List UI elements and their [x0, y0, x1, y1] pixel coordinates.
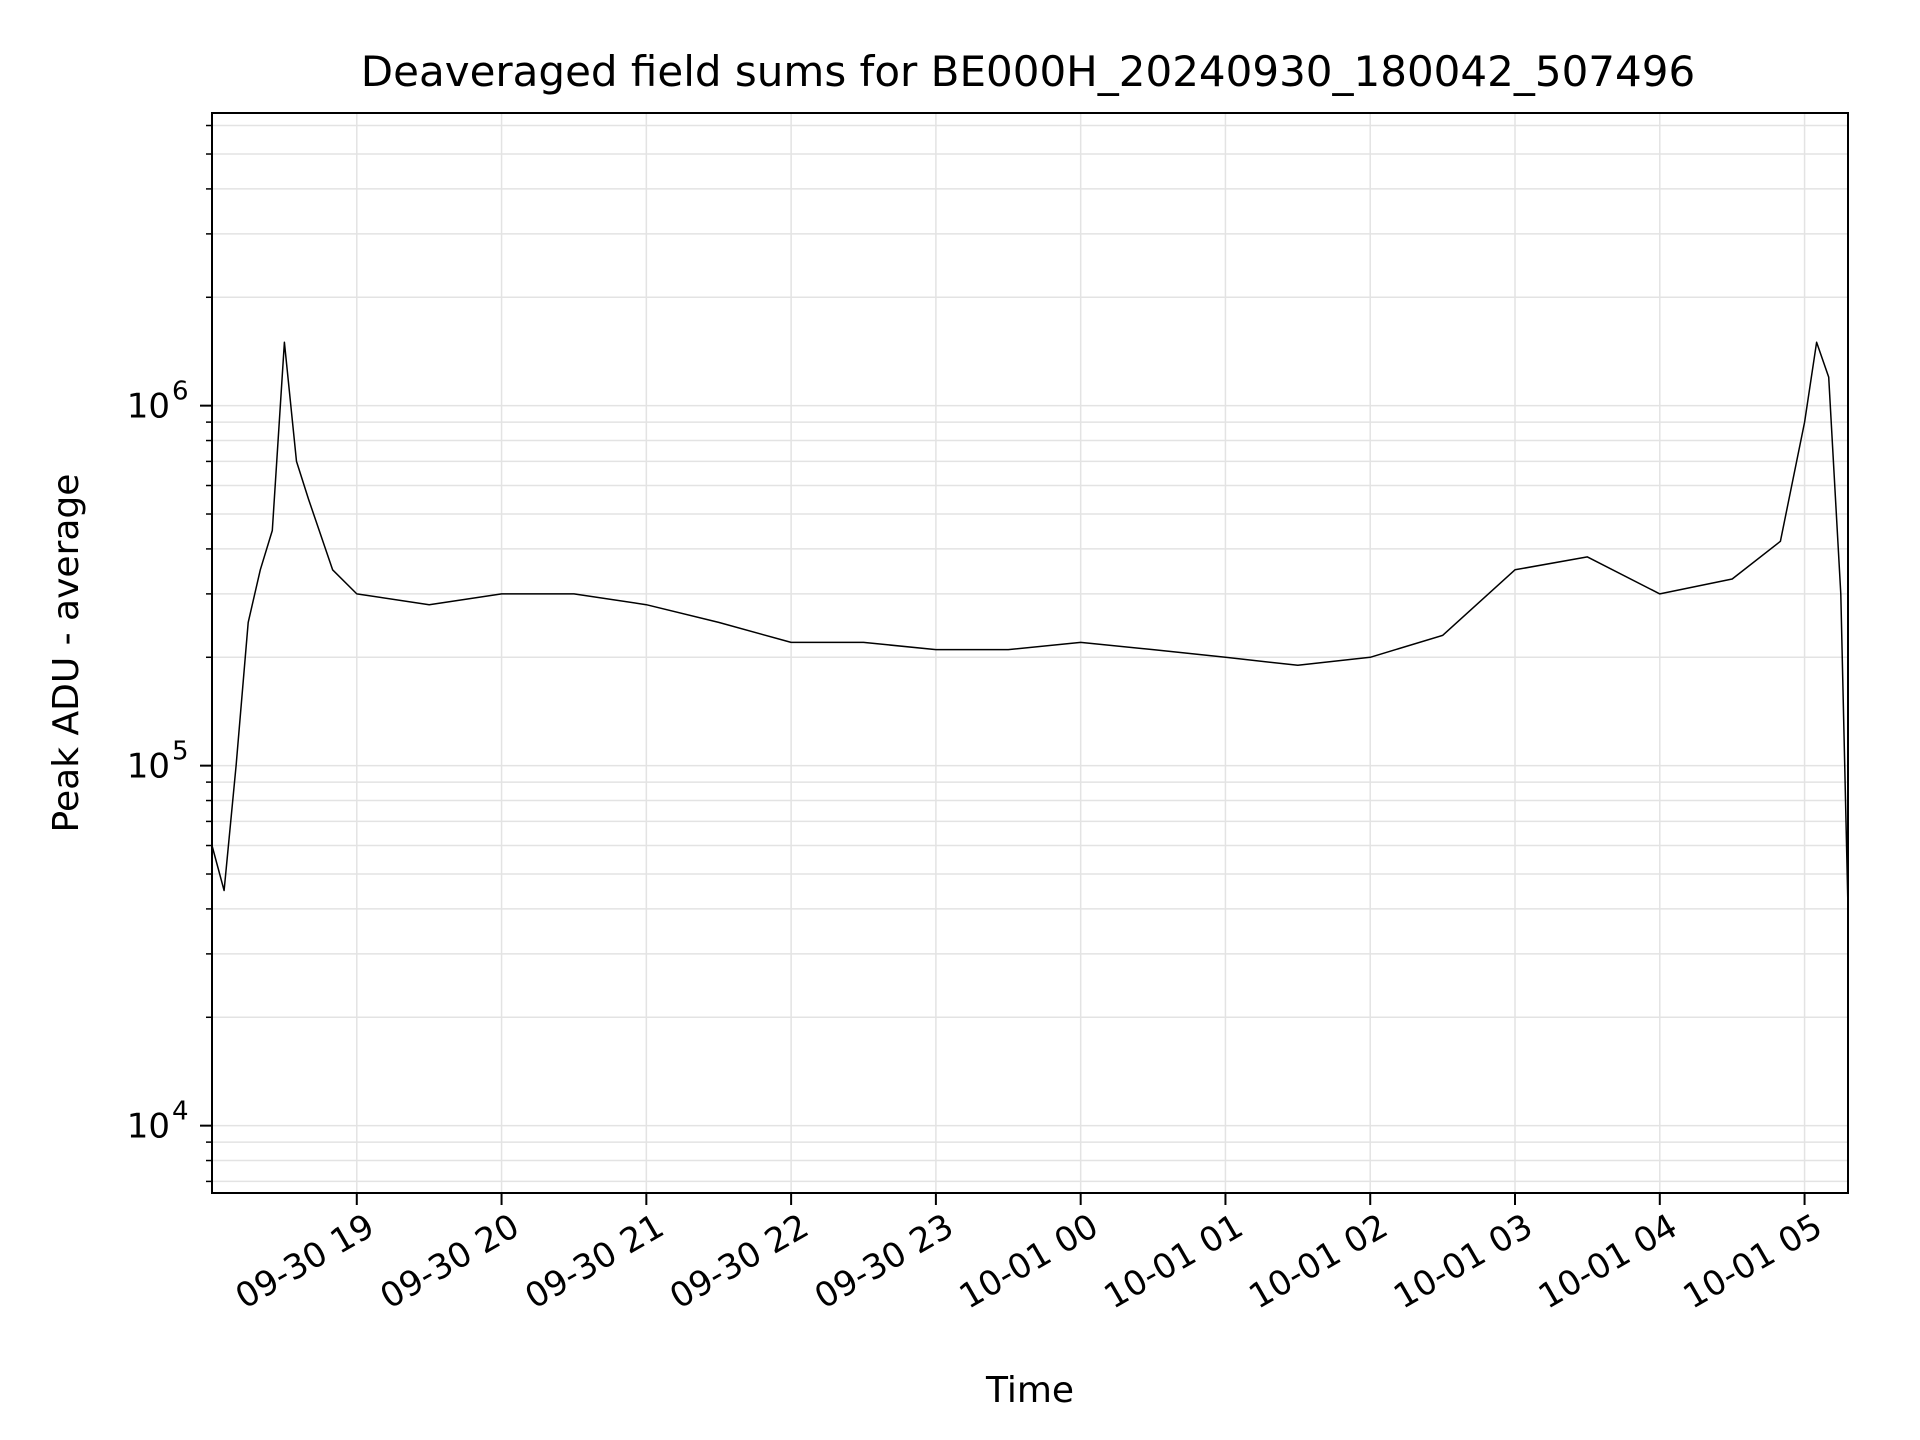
- chart-title: Deaveraged field sums for BE000H_2024093…: [361, 47, 1695, 96]
- y-tick-label: 10: [127, 747, 170, 787]
- y-tick-label: 10: [127, 1107, 170, 1147]
- y-tick-label: 10: [127, 387, 170, 427]
- y-tick-exponent: 4: [172, 1097, 189, 1127]
- y-axis-label: Peak ADU - average: [46, 474, 87, 833]
- series-line: [211, 341, 1849, 909]
- y-tick-exponent: 6: [172, 377, 189, 407]
- x-axis-label: Time: [985, 1370, 1074, 1411]
- grid: [212, 113, 1848, 1193]
- series-group: [211, 341, 1849, 909]
- plot-frame: [211, 112, 1849, 1194]
- y-tick-exponent: 5: [172, 737, 189, 767]
